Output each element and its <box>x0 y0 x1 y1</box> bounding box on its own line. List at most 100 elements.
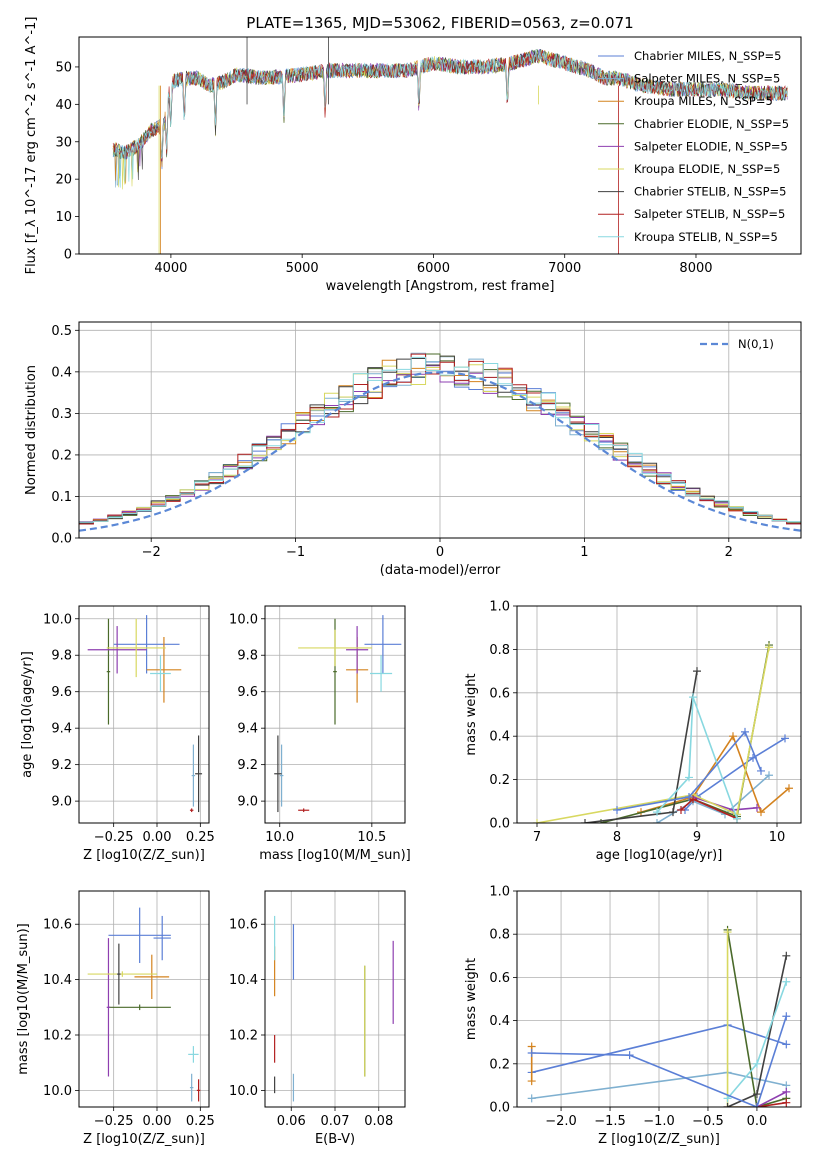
x-tick-label: 7000 <box>548 261 581 276</box>
x-axis-label: (data-model)/error <box>380 563 501 578</box>
weight-marker <box>527 1077 536 1086</box>
weight-marker <box>782 977 791 986</box>
y-tick-label: 9.8 <box>51 649 72 664</box>
y-tick-label: 0 <box>64 248 72 263</box>
weight-series-line <box>531 1016 788 1107</box>
y-tick-label: 40 <box>55 98 72 113</box>
y-tick-label: 1.0 <box>489 885 510 900</box>
y-tick-label: 0.5 <box>51 324 72 339</box>
y-tick-label: 0.1 <box>51 490 72 505</box>
y-tick-label: 0.0 <box>489 1101 510 1116</box>
panel-residuals: −2 −1 0 1 2 0.0 0.1 0.2 0.3 0.4 0.5 (data-model)/er… <box>24 321 802 578</box>
weight-marker <box>729 732 737 741</box>
y-tick-label: 9.4 <box>237 722 258 737</box>
x-tick-label: −1.0 <box>643 1114 675 1129</box>
weight-marker <box>685 773 693 782</box>
weight-marker <box>781 734 789 743</box>
y-tick-label: 0.8 <box>489 643 510 658</box>
plot-layer: 4000 5000 6000 7000 800001020304050wavelengt… <box>16 17 802 1147</box>
weight-series-line <box>756 1101 787 1107</box>
panel-mass_vs_Z: −0.25 0.00 0.25 10.0 10.2 10.4 10.6 Z [log10(Z/… <box>16 890 215 1147</box>
x-tick-label: 1 <box>580 545 588 560</box>
plot-area <box>527 925 791 1107</box>
weight-marker <box>733 814 741 823</box>
figure-title: PLATE=1365, MJD=53062, FIBERID=0563, z=0… <box>246 14 633 32</box>
x-axis-label: age [log10(age/yr)] <box>596 848 723 863</box>
weight-marker <box>613 805 621 814</box>
weight-marker <box>689 693 697 702</box>
weight-marker <box>723 1103 732 1107</box>
x-tick-label: −2 <box>142 545 161 560</box>
axes-frame <box>78 36 802 255</box>
y-tick-label: 0.0 <box>489 817 510 832</box>
weight-marker <box>741 727 749 736</box>
y-tick-label: 10.4 <box>229 973 258 988</box>
axes-frame <box>264 890 406 1108</box>
x-tick-label: −1 <box>286 545 305 560</box>
x-tick-label: 8000 <box>679 261 712 276</box>
weight-marker <box>723 928 732 937</box>
gaussian-reference-line <box>79 371 801 532</box>
y-tick-label: 10.2 <box>43 1029 72 1044</box>
x-tick-label: 9 <box>693 830 701 845</box>
x-tick-label: 4000 <box>154 261 187 276</box>
plot-area <box>274 915 394 1102</box>
y-tick-label: 0.6 <box>489 686 510 701</box>
y-tick-label: 9.6 <box>51 685 72 700</box>
y-tick-label: 10.0 <box>43 612 72 627</box>
weight-marker <box>782 1098 791 1107</box>
weight-marker <box>581 819 589 823</box>
legend-label: Kroupa ELODIE, N_SSP=5 <box>634 162 780 176</box>
legend-label: Salpeter ELODIE, N_SSP=5 <box>634 139 788 153</box>
plot-area <box>112 37 788 254</box>
x-tick-label: 0.25 <box>186 1114 215 1129</box>
weight-marker <box>653 819 661 823</box>
legend-label: Salpeter MILES, N_SSP=5 <box>634 72 780 86</box>
weight-marker <box>653 808 661 817</box>
y-tick-label: 0.2 <box>51 448 72 463</box>
legend-label: Chabrier STELIB, N_SSP=5 <box>634 185 786 199</box>
y-axis-label: Normed distribution <box>24 365 39 495</box>
x-axis-label: Z [log10(Z/Z_sun)] <box>598 1132 720 1147</box>
x-tick-label: 0.06 <box>277 1114 306 1129</box>
y-tick-label: 1.0 <box>489 600 510 615</box>
legend-label: Salpeter STELIB, N_SSP=5 <box>634 207 785 221</box>
y-tick-label: 0.3 <box>51 407 72 422</box>
x-tick-label: 10.0 <box>265 830 294 845</box>
weight-marker <box>765 771 773 780</box>
y-tick-label: 10.0 <box>229 612 258 627</box>
x-tick-label: −2.0 <box>545 1114 577 1129</box>
y-tick-label: 20 <box>55 173 72 188</box>
legend-label: Kroupa STELIB, N_SSP=5 <box>634 230 778 244</box>
y-tick-label: 0.2 <box>489 1057 510 1072</box>
y-tick-label: 9.2 <box>237 758 258 773</box>
x-tick-label: 0.08 <box>364 1114 393 1129</box>
x-tick-label: −1.5 <box>594 1114 626 1129</box>
y-tick-label: 10.0 <box>229 1084 258 1099</box>
y-tick-label: 0.6 <box>489 971 510 986</box>
y-axis-label: mass weight <box>464 958 479 1040</box>
y-tick-label: 50 <box>55 60 72 75</box>
y-axis-label: age [log10(age/yr)] <box>20 651 35 778</box>
legend-label: Kroupa MILES, N_SSP=5 <box>634 94 773 108</box>
y-tick-label: 9.6 <box>237 685 258 700</box>
panel-age_vs_mass: 10.0 10.5 9.0 9.2 9.4 9.6 9.8 10.0 mass [log10(M… <box>229 605 411 863</box>
x-axis-label: Z [log10(Z/Z_sun)] <box>83 848 205 863</box>
x-tick-label: 0.0 <box>747 1114 768 1129</box>
legend-label: N(0,1) <box>738 337 774 351</box>
weight-marker <box>685 792 693 801</box>
axes-frame <box>78 890 210 1108</box>
weight-marker <box>785 784 793 793</box>
plot-area <box>274 615 402 813</box>
x-tick-label: 7 <box>533 830 541 845</box>
y-tick-label: 9.2 <box>51 758 72 773</box>
y-tick-label: 10 <box>55 210 72 225</box>
panel-mass_weight_vs_Z: −2.0 −1.5 −1.0 −0.5 0.0 0.0 0.2 0.4 0.6 0.8 1.0 Z [… <box>464 885 802 1147</box>
weight-series-line <box>726 929 787 1107</box>
y-tick-label: 10.0 <box>43 1084 72 1099</box>
x-tick-label: 10 <box>769 830 786 845</box>
x-tick-label: −0.5 <box>692 1114 724 1129</box>
spectrum-line <box>112 49 788 188</box>
x-tick-label: 10.5 <box>357 830 386 845</box>
weight-marker <box>782 1040 791 1049</box>
